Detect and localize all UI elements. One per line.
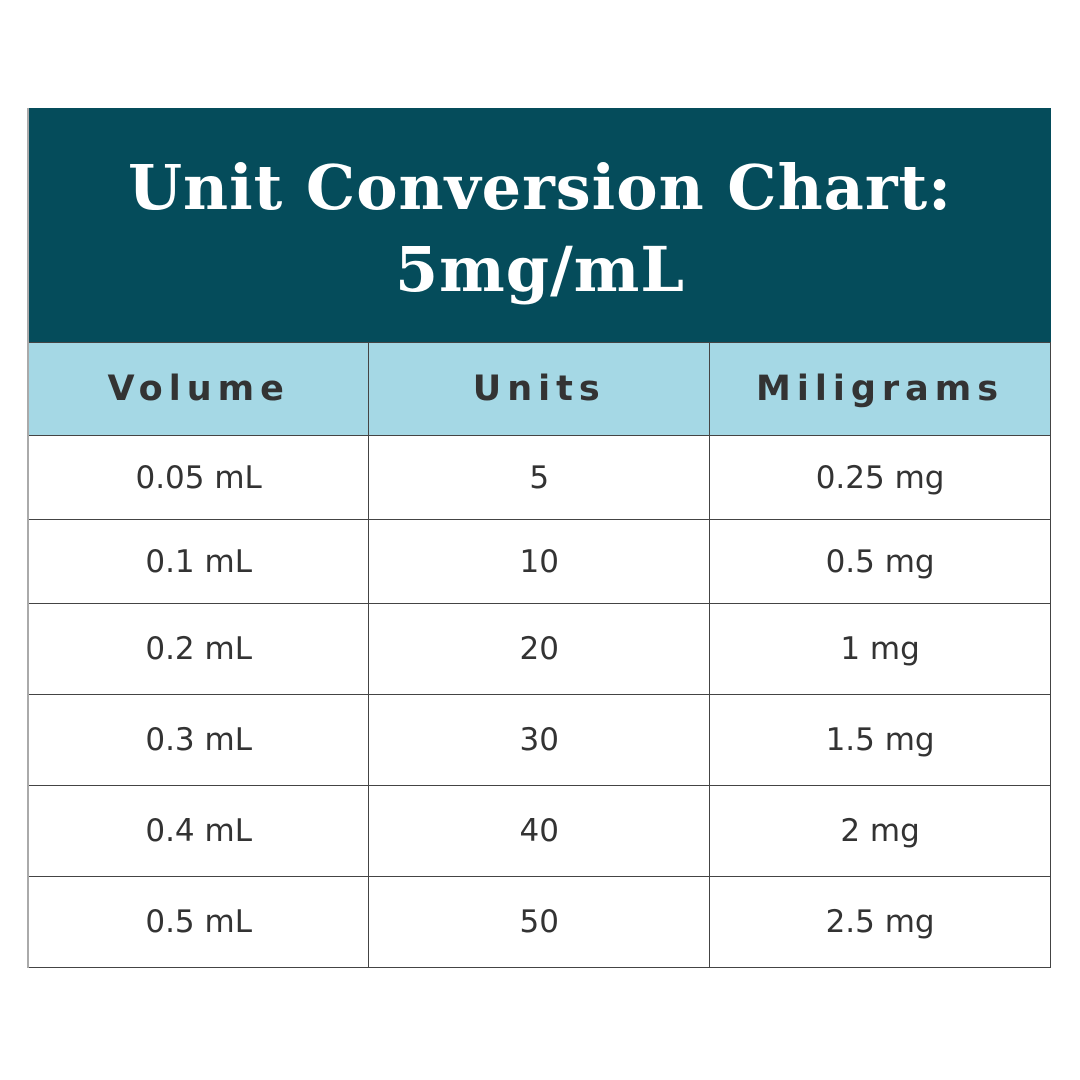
title-line-1: Unit Conversion Chart: [127, 151, 953, 224]
title-line-2: 5mg/mL [395, 233, 685, 306]
milligrams-cell: 1 mg [709, 603, 1051, 695]
conversion-chart: Unit Conversion Chart: 5mg/mL Volume Uni… [27, 108, 1051, 968]
milligrams-cell: 2.5 mg [709, 876, 1051, 968]
column-header-milligrams: Miligrams [709, 342, 1051, 436]
table-row: 0.3 mL 30 1.5 mg [27, 694, 1051, 786]
volume-cell: 0.3 mL [27, 694, 370, 786]
table-row: 0.1 mL 10 0.5 mg [27, 519, 1051, 604]
units-cell: 50 [368, 876, 711, 968]
table-row: 0.2 mL 20 1 mg [27, 603, 1051, 695]
table-row: 0.05 mL 5 0.25 mg [27, 435, 1051, 520]
table-row: 0.5 mL 50 2.5 mg [27, 876, 1051, 968]
units-cell: 40 [368, 785, 711, 877]
milligrams-cell: 0.25 mg [709, 435, 1051, 520]
table-row: 0.4 mL 40 2 mg [27, 785, 1051, 877]
chart-title: Unit Conversion Chart: 5mg/mL [27, 108, 1051, 342]
units-cell: 20 [368, 603, 711, 695]
volume-cell: 0.4 mL [27, 785, 370, 877]
volume-cell: 0.2 mL [27, 603, 370, 695]
column-header-row: Volume Units Miligrams [27, 342, 1051, 436]
volume-cell: 0.1 mL [27, 519, 370, 604]
units-cell: 30 [368, 694, 711, 786]
milligrams-cell: 1.5 mg [709, 694, 1051, 786]
milligrams-cell: 2 mg [709, 785, 1051, 877]
column-header-units: Units [368, 342, 711, 436]
volume-cell: 0.05 mL [27, 435, 370, 520]
column-header-volume: Volume [27, 342, 370, 436]
milligrams-cell: 0.5 mg [709, 519, 1051, 604]
units-cell: 10 [368, 519, 711, 604]
conversion-table: Volume Units Miligrams 0.05 mL 5 0.25 mg 0.… [27, 342, 1051, 968]
units-cell: 5 [368, 435, 711, 520]
volume-cell: 0.5 mL [27, 876, 370, 968]
